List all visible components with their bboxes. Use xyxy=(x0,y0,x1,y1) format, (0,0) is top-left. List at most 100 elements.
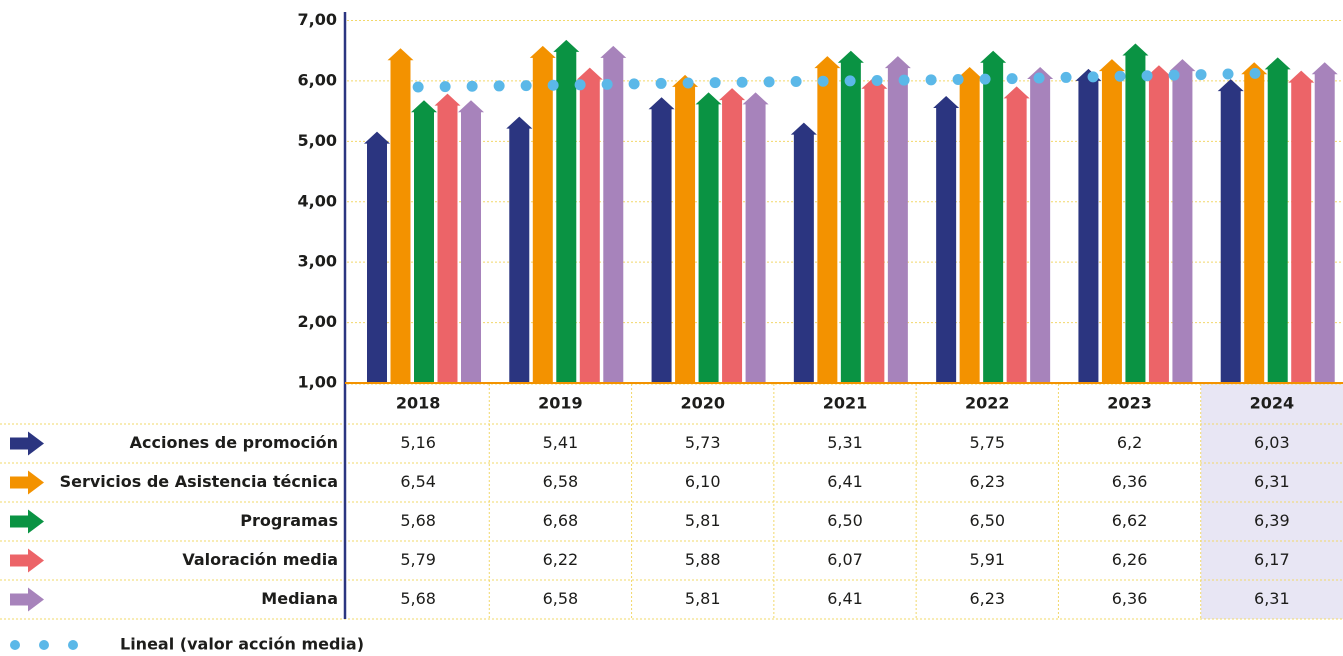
table-cell: 5,81 xyxy=(685,511,721,530)
legend-arrow xyxy=(10,431,44,456)
table-cell: 5,91 xyxy=(969,550,1005,569)
table-cell: 5,31 xyxy=(827,433,863,452)
legend-label: Mediana xyxy=(261,589,338,608)
table-cell: 6,23 xyxy=(969,589,1005,608)
arrow-bar xyxy=(411,100,437,383)
table-cell: 5,79 xyxy=(400,550,436,569)
table-cell: 6,2 xyxy=(1117,433,1142,452)
arrow-bar xyxy=(1241,62,1268,383)
legend-arrow xyxy=(10,470,44,495)
arrow-bar xyxy=(1145,65,1172,383)
legend-dot xyxy=(10,640,20,650)
table-cell: 6,26 xyxy=(1112,550,1148,569)
table-cell: 5,73 xyxy=(685,433,721,452)
arrow-bar xyxy=(1075,68,1102,383)
legend-arrow xyxy=(10,509,44,534)
x-tick-label: 2021 xyxy=(823,394,868,413)
arrow-bar xyxy=(956,67,983,383)
x-tick-label: 2020 xyxy=(680,394,725,413)
legend-arrow xyxy=(10,548,44,573)
table-cell: 6,41 xyxy=(827,589,863,608)
table-cell: 6,41 xyxy=(827,472,863,491)
table-cell: 6,23 xyxy=(969,472,1005,491)
table-cell: 6,07 xyxy=(827,550,863,569)
arrow-bar xyxy=(790,122,817,384)
arrow-bar xyxy=(648,97,675,384)
y-tick-label: 6,00 xyxy=(298,70,337,89)
arrow-bar xyxy=(933,96,960,383)
table-cell: 6,31 xyxy=(1254,472,1290,491)
table-cell: 5,68 xyxy=(400,511,436,530)
arrow-bar xyxy=(529,45,556,383)
arrow-bar xyxy=(600,45,627,383)
arrow-bar xyxy=(434,93,461,384)
table-cell: 6,10 xyxy=(685,472,721,491)
table-cell: 6,36 xyxy=(1112,472,1148,491)
legend-arrow xyxy=(10,587,44,612)
arrow-bar xyxy=(1003,86,1030,384)
table-cell: 6,50 xyxy=(969,511,1005,530)
table-cell: 5,75 xyxy=(969,433,1005,452)
table-cell: 6,58 xyxy=(543,472,579,491)
table-cell: 5,88 xyxy=(685,550,721,569)
arrow-bar xyxy=(1169,59,1196,384)
table-cell: 5,41 xyxy=(543,433,579,452)
y-tick-label: 2,00 xyxy=(298,312,337,331)
arrow-bar xyxy=(742,92,769,383)
legend-label: Programas xyxy=(240,511,338,530)
arrow-bar xyxy=(1264,57,1291,384)
arrow-bar xyxy=(553,39,580,383)
y-tick-label: 7,00 xyxy=(298,10,337,29)
arrow-bar xyxy=(837,50,864,383)
table-cell: 5,81 xyxy=(685,589,721,608)
y-tick-label: 1,00 xyxy=(298,373,337,392)
arrow-bar xyxy=(387,48,414,384)
arrow-bar xyxy=(861,76,888,383)
table-cell: 6,39 xyxy=(1254,511,1290,530)
arrow-bar xyxy=(695,92,722,383)
arrow-bar xyxy=(506,116,533,383)
table-cell: 5,68 xyxy=(400,589,436,608)
x-tick-label: 2019 xyxy=(538,394,583,413)
arrow-bar xyxy=(364,131,390,383)
table-cell: 6,62 xyxy=(1112,511,1148,530)
table-cell: 6,17 xyxy=(1254,550,1290,569)
legend-label: Servicios de Asistencia técnica xyxy=(60,472,338,491)
table-cell: 6,50 xyxy=(827,511,863,530)
arrow-bar xyxy=(814,56,841,383)
arrow-bar xyxy=(1122,43,1149,383)
legend-label: Acciones de promoción xyxy=(130,433,338,452)
y-tick-label: 3,00 xyxy=(298,252,337,271)
x-tick-label: 2023 xyxy=(1107,394,1152,413)
legend-dot xyxy=(39,640,49,650)
table-cell: 6,54 xyxy=(400,472,436,491)
arrow-bar xyxy=(884,56,911,383)
table-cell: 6,22 xyxy=(543,550,579,569)
trend-line xyxy=(412,67,1278,93)
x-tick-label: 2022 xyxy=(965,394,1010,413)
y-tick-label: 5,00 xyxy=(298,131,337,150)
table-cell: 5,16 xyxy=(400,433,436,452)
table-cell: 6,31 xyxy=(1254,589,1290,608)
arrow-bar xyxy=(1311,62,1338,383)
arrow-bar xyxy=(1098,59,1125,384)
y-tick-label: 4,00 xyxy=(298,191,337,210)
arrow-bar xyxy=(1027,67,1054,383)
arrow-bar xyxy=(1288,70,1315,383)
x-tick-label: 2018 xyxy=(396,394,441,413)
arrow-bar xyxy=(980,50,1007,383)
x-tick-label: 2024 xyxy=(1250,394,1295,413)
arrow-bar xyxy=(719,88,746,384)
table-cell: 6,58 xyxy=(543,589,579,608)
table-cell: 6,68 xyxy=(543,511,579,530)
legend-label: Lineal (valor acción media) xyxy=(120,635,364,654)
arrow-bar xyxy=(458,100,484,383)
legend-label: Valoración media xyxy=(182,550,338,569)
arrow-bar xyxy=(576,67,603,383)
table-cell: 6,03 xyxy=(1254,433,1290,452)
arrow-bar xyxy=(672,74,699,383)
legend-dot xyxy=(68,640,78,650)
table-cell: 6,36 xyxy=(1112,589,1148,608)
